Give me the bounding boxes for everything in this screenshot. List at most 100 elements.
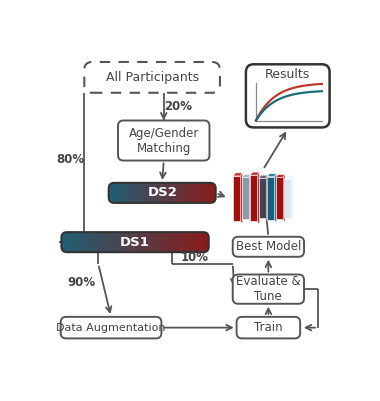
Bar bbox=[62, 232, 63, 252]
Bar bbox=[117, 183, 118, 203]
Bar bbox=[117, 232, 118, 252]
Bar bbox=[242, 178, 249, 219]
Bar bbox=[154, 232, 155, 252]
Bar bbox=[134, 232, 135, 252]
Bar bbox=[139, 183, 140, 203]
Bar bbox=[210, 183, 212, 203]
Bar bbox=[214, 183, 215, 203]
Text: 20%: 20% bbox=[164, 100, 192, 113]
Bar bbox=[203, 183, 204, 203]
Bar bbox=[65, 232, 67, 252]
Bar bbox=[140, 232, 142, 252]
Bar bbox=[150, 183, 152, 203]
Bar bbox=[204, 183, 205, 203]
Bar bbox=[205, 232, 207, 252]
Polygon shape bbox=[291, 176, 294, 221]
FancyBboxPatch shape bbox=[233, 237, 304, 257]
Bar bbox=[127, 183, 129, 203]
Bar bbox=[120, 183, 122, 203]
Bar bbox=[109, 232, 111, 252]
Bar bbox=[154, 183, 155, 203]
Bar bbox=[153, 183, 155, 203]
Bar bbox=[128, 232, 129, 252]
Bar bbox=[95, 232, 96, 252]
Bar bbox=[179, 232, 181, 252]
Polygon shape bbox=[242, 174, 251, 178]
Bar bbox=[168, 183, 169, 203]
Bar bbox=[179, 183, 180, 203]
Bar bbox=[169, 232, 171, 252]
Bar bbox=[98, 232, 100, 252]
Bar bbox=[144, 232, 145, 252]
Bar bbox=[124, 183, 125, 203]
Bar bbox=[158, 183, 159, 203]
Bar bbox=[194, 183, 196, 203]
Bar bbox=[111, 183, 113, 203]
Bar bbox=[103, 232, 105, 252]
Bar bbox=[118, 183, 119, 203]
Bar bbox=[135, 183, 137, 203]
Bar bbox=[176, 232, 177, 252]
Bar bbox=[116, 183, 117, 203]
Bar bbox=[184, 183, 186, 203]
Polygon shape bbox=[274, 174, 277, 223]
Bar bbox=[182, 183, 183, 203]
Bar bbox=[207, 232, 209, 252]
Bar bbox=[141, 183, 142, 203]
Bar bbox=[79, 232, 80, 252]
Bar bbox=[126, 183, 127, 203]
Bar bbox=[209, 183, 210, 203]
Bar bbox=[156, 232, 158, 252]
Bar bbox=[193, 232, 194, 252]
Bar bbox=[125, 183, 126, 203]
Bar bbox=[165, 232, 166, 252]
Bar bbox=[201, 232, 203, 252]
Bar bbox=[215, 183, 216, 203]
Bar bbox=[113, 183, 114, 203]
Bar bbox=[100, 232, 101, 252]
Polygon shape bbox=[283, 174, 285, 222]
Bar bbox=[161, 232, 163, 252]
Bar bbox=[124, 232, 126, 252]
Bar bbox=[181, 183, 182, 203]
Text: 90%: 90% bbox=[67, 276, 95, 290]
Bar bbox=[129, 232, 131, 252]
Bar bbox=[138, 232, 139, 252]
Polygon shape bbox=[284, 176, 294, 179]
Bar bbox=[160, 232, 161, 252]
Bar bbox=[180, 232, 182, 252]
Bar bbox=[176, 183, 177, 203]
Bar bbox=[198, 232, 199, 252]
Polygon shape bbox=[259, 175, 268, 178]
Bar bbox=[201, 183, 202, 203]
Polygon shape bbox=[257, 172, 260, 225]
Bar bbox=[84, 232, 85, 252]
Bar bbox=[180, 183, 181, 203]
Bar bbox=[186, 183, 188, 203]
Bar bbox=[132, 183, 133, 203]
Text: All Participants: All Participants bbox=[106, 71, 199, 84]
Bar bbox=[188, 232, 190, 252]
Bar bbox=[108, 232, 110, 252]
Bar bbox=[163, 183, 165, 203]
Bar bbox=[133, 183, 134, 203]
Bar bbox=[165, 183, 166, 203]
Bar bbox=[190, 183, 191, 203]
Bar bbox=[144, 183, 145, 203]
Bar bbox=[93, 232, 95, 252]
Bar bbox=[136, 183, 138, 203]
Bar bbox=[147, 183, 148, 203]
Bar bbox=[166, 183, 167, 203]
Bar bbox=[89, 232, 90, 252]
Bar bbox=[173, 232, 175, 252]
Bar bbox=[91, 232, 92, 252]
Bar bbox=[122, 183, 124, 203]
Bar bbox=[90, 232, 91, 252]
Bar bbox=[148, 183, 149, 203]
Bar bbox=[119, 183, 120, 203]
Bar bbox=[85, 232, 86, 252]
Bar bbox=[111, 183, 112, 203]
Bar bbox=[192, 232, 193, 252]
Bar bbox=[177, 183, 179, 203]
Bar bbox=[146, 232, 148, 252]
